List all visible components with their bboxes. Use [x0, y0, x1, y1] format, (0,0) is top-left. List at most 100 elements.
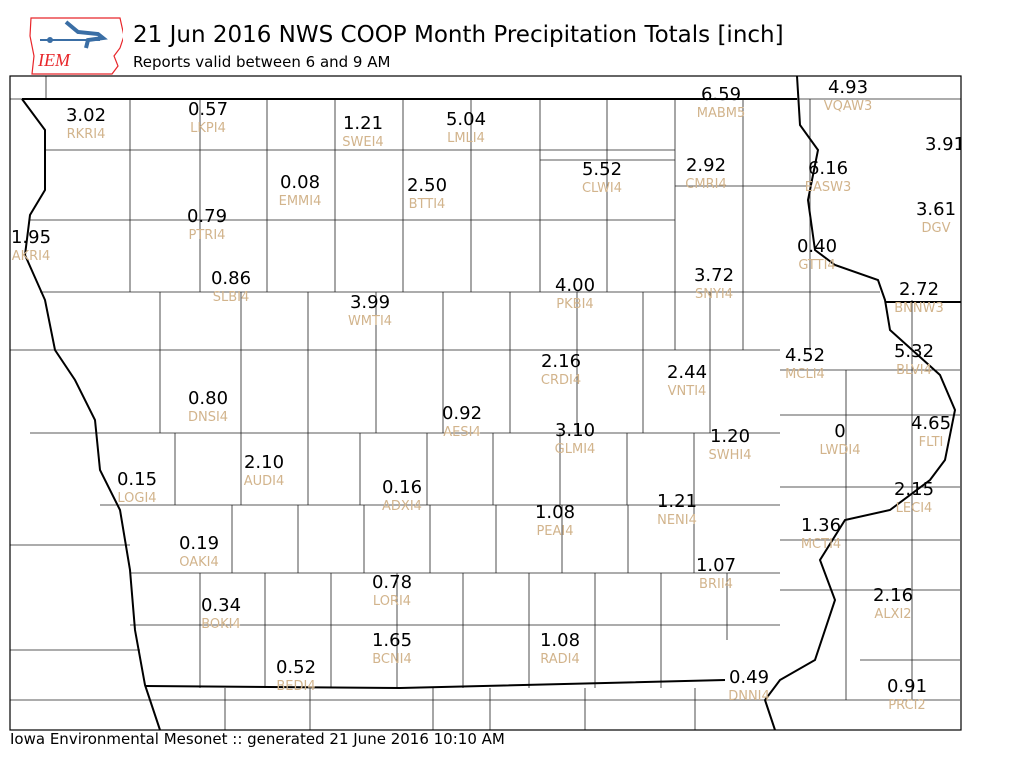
station-id-label: VNTI4	[668, 384, 707, 399]
station-value: 2.50	[407, 175, 447, 196]
station-id-label: BRII4	[699, 577, 733, 592]
iem-logo: IEM	[28, 16, 125, 78]
station-value: 3.72	[694, 265, 734, 286]
station-id-label: MCLI4	[785, 367, 825, 382]
station-id-label: WMTI4	[348, 314, 392, 329]
station-id-label: CLWI4	[582, 181, 622, 196]
svg-text:IEM: IEM	[37, 50, 71, 70]
station-value: 0.52	[276, 657, 316, 678]
station-id-label: AUDI4	[244, 474, 285, 489]
station-id-label: CRDI4	[541, 373, 581, 388]
station-id-label: RADI4	[540, 652, 580, 667]
station-value: 1.95	[11, 227, 51, 248]
station-id-label: FLTI	[919, 435, 944, 450]
station-id-label: BCNI4	[372, 652, 412, 667]
station-id-label: CMRI4	[685, 177, 726, 192]
station-id-label: BLVI4	[896, 363, 932, 378]
station-value: 6.16	[808, 158, 848, 179]
station-id-label: VQAW3	[824, 99, 872, 114]
station-value: 2.10	[244, 452, 284, 473]
station-value: 6.59	[701, 84, 741, 105]
station-value: 0	[834, 421, 845, 442]
station-value: 3.02	[66, 105, 106, 126]
station-id-label: ALXI2	[874, 607, 911, 622]
station-value: 5.04	[446, 109, 486, 130]
station-value: 5.32	[894, 341, 934, 362]
station-value: 3.10	[555, 420, 595, 441]
station-id-label: DGV	[922, 221, 951, 236]
station-value: 0.16	[382, 477, 422, 498]
station-value: 4.65	[911, 413, 951, 434]
station-value: 2.15	[894, 479, 934, 500]
station-id-label: NENI4	[657, 513, 697, 528]
station-id-label: OAKI4	[179, 555, 219, 570]
station-id-label: SWEI4	[342, 135, 383, 150]
station-id-label: SNYI4	[695, 287, 733, 302]
station-id-label: BEDI4	[276, 679, 315, 694]
station-value: 4.93	[828, 77, 868, 98]
station-value: 0.34	[201, 595, 241, 616]
footer-credit: Iowa Environmental Mesonet :: generated …	[10, 730, 505, 748]
state-boundaries	[21, 75, 961, 731]
station-id-label: MCTI4	[801, 537, 841, 552]
station-value: 1.36	[801, 515, 841, 536]
station-id-label: ADXI4	[382, 499, 422, 514]
station-id-label: LWDI4	[819, 443, 860, 458]
station-value: 0.57	[188, 99, 228, 120]
station-value: 5.52	[582, 159, 622, 180]
station-id-label: LORI4	[373, 594, 411, 609]
map-frame	[9, 75, 962, 731]
station-value: 1.21	[657, 491, 697, 512]
station-value: 0.15	[117, 469, 157, 490]
station-id-label: LOGI4	[117, 491, 156, 506]
station-id-label: RKRI4	[67, 127, 106, 142]
station-id-label: LKPI4	[190, 121, 226, 136]
station-id-label: LECI4	[896, 501, 933, 516]
station-id-label: SWHI4	[709, 448, 752, 463]
station-id-label: PEAI4	[536, 524, 573, 539]
station-id-label: DNNI4	[728, 689, 770, 704]
station-id-label: AKRI4	[12, 249, 51, 264]
station-value: 4.00	[555, 275, 595, 296]
station-value: 1.08	[535, 502, 575, 523]
station-id-label: BOKI4	[201, 617, 241, 632]
station-id-label: AESI4	[443, 425, 480, 440]
station-id-label: EASW3	[805, 180, 851, 195]
station-id-label: DNSI4	[188, 410, 228, 425]
station-value: 2.16	[873, 585, 913, 606]
station-value: 1.20	[710, 426, 750, 447]
station-value: 0.92	[442, 403, 482, 424]
station-value: 3.91	[925, 134, 965, 155]
station-value: 2.16	[541, 351, 581, 372]
station-id-label: PRCI2	[888, 698, 925, 713]
station-value: 0.49	[729, 667, 769, 688]
station-value: 0.86	[211, 268, 251, 289]
station-value: 0.79	[187, 206, 227, 227]
station-value: 1.21	[343, 113, 383, 134]
station-value: 3.99	[350, 292, 390, 313]
station-id-label: PTRI4	[189, 228, 226, 243]
station-value: 0.78	[372, 572, 412, 593]
station-value: 3.61	[916, 199, 956, 220]
station-value: 1.07	[696, 555, 736, 576]
station-value: 0.91	[887, 676, 927, 697]
station-id-label: GTTI4	[798, 258, 835, 273]
station-value: 4.52	[785, 345, 825, 366]
station-value: 1.65	[372, 630, 412, 651]
station-id-label: BTTI4	[409, 197, 446, 212]
station-value: 2.92	[686, 155, 726, 176]
station-value: 0.19	[179, 533, 219, 554]
station-id-label: LMLI4	[447, 131, 485, 146]
station-value: 2.72	[899, 279, 939, 300]
station-id-label: PKBI4	[556, 297, 593, 312]
map-title: 21 Jun 2016 NWS COOP Month Precipitation…	[133, 22, 784, 48]
station-value: 1.08	[540, 630, 580, 651]
station-value: 2.44	[667, 362, 707, 383]
station-id-label: GLMI4	[555, 442, 596, 457]
station-id-label: EMMI4	[279, 194, 322, 209]
station-id-label: SLBI4	[213, 290, 250, 305]
map-subtitle: Reports valid between 6 and 9 AM	[133, 53, 391, 71]
station-value: 0.80	[188, 388, 228, 409]
